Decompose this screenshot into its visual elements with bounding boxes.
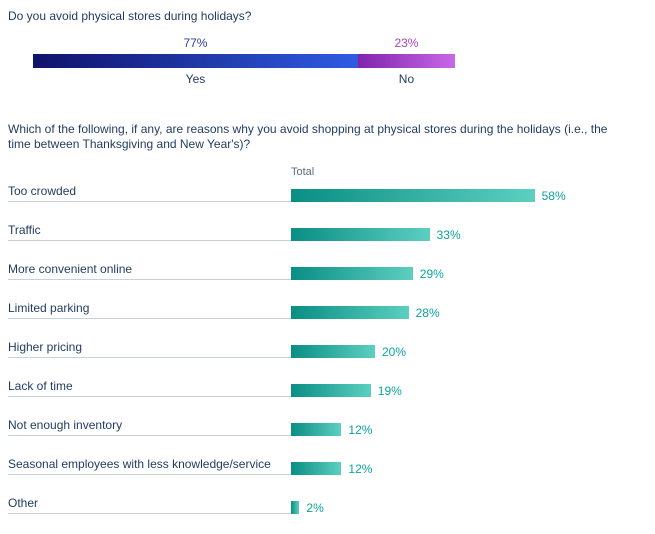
reason-category-label: Lack of time [8,380,291,397]
reason-category-label: More convenient online [8,263,291,280]
question-2-title: Which of the following, if any, are reas… [8,122,608,151]
question-1-title: Do you avoid physical stores during holi… [8,9,252,23]
no-category-label: No [398,72,415,86]
stacked-value-labels: 77% 23% [33,37,455,50]
reason-row: Not enough inventory 12% [8,397,648,436]
reason-value-label: 58% [541,189,566,203]
reason-category-label: Too crowded [8,185,291,202]
reason-value-label: 28% [415,306,440,320]
no-value-label: 23% [394,36,419,50]
reason-bar-cell: 12% [291,462,372,475]
reason-bar [291,345,375,358]
reason-category-label: Limited parking [8,302,291,319]
reason-bar-cell: 2% [291,501,324,514]
reason-bar-cell: 20% [291,345,406,358]
yes-category-label: Yes [185,72,206,86]
reason-category-label: Other [8,497,291,514]
reason-bar [291,267,413,280]
reason-value-label: 33% [436,228,461,242]
yes-value-label: 77% [183,36,208,50]
reason-bar-cell: 33% [291,228,461,241]
reasons-bar-chart: Too crowded 58% Traffic 33% More convenient … [8,182,655,514]
reason-row: Limited parking 28% [8,280,648,319]
reason-value-label: 12% [348,423,373,437]
reason-bar-cell: 19% [291,384,402,397]
reason-category-label: Not enough inventory [8,419,291,436]
reason-row: More convenient online 29% [8,241,648,280]
no-bar-segment [357,54,455,68]
reason-row: Traffic 33% [8,202,648,241]
yes-bar-segment [33,54,358,68]
reason-bar [291,384,371,397]
reason-row: Higher pricing 20% [8,319,648,358]
reason-bar [291,423,342,436]
reason-value-label: 29% [419,267,444,281]
stacked-bar [33,54,455,68]
reason-bar-cell: 12% [291,423,372,436]
avoid-stores-stacked-chart: 77% 23% Yes No [33,37,455,86]
reason-bar-cell: 28% [291,306,440,319]
reason-category-label: Seasonal employees with less knowledge/s… [8,458,291,475]
total-column-header: Total [291,166,315,178]
reason-row: Lack of time 19% [8,358,648,397]
reason-bar [291,306,409,319]
reason-bar-cell: 29% [291,267,444,280]
reason-row: Seasonal employees with less knowledge/s… [8,436,648,475]
reason-bar [291,189,535,202]
reason-category-label: Higher pricing [8,341,291,358]
reason-category-label: Traffic [8,224,291,241]
reason-bar-cell: 58% [291,189,566,202]
reason-bar [291,228,430,241]
reason-bar [291,462,342,475]
reason-row: Other 2% [8,475,648,514]
stacked-category-labels: Yes No [33,73,455,86]
reason-value-label: 2% [306,501,324,515]
reason-value-label: 20% [382,345,407,359]
reason-row: Too crowded 58% [8,182,648,202]
reason-value-label: 19% [377,384,402,398]
reason-bar [291,501,300,514]
reason-value-label: 12% [348,462,373,476]
